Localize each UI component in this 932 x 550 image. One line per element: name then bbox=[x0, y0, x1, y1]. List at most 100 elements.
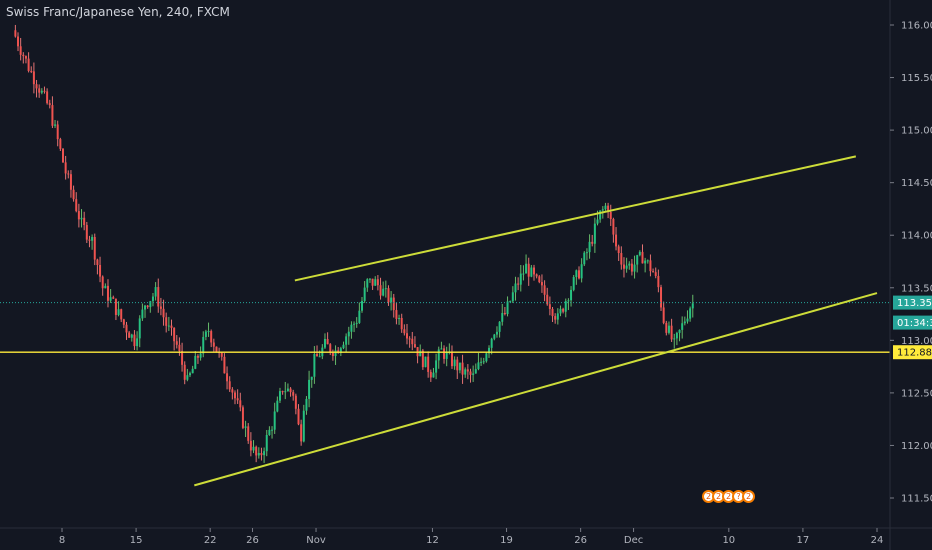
candle-down bbox=[443, 348, 446, 359]
trendlines[interactable] bbox=[194, 155, 878, 487]
candle-down bbox=[665, 322, 668, 333]
candle-down bbox=[212, 342, 215, 347]
candle-up bbox=[278, 391, 281, 401]
y-tick-label: 111.500 bbox=[901, 494, 932, 505]
y-tick-label: 115.500 bbox=[901, 73, 932, 84]
candle-up bbox=[572, 277, 575, 290]
candle-up bbox=[599, 210, 602, 220]
candle-up bbox=[453, 359, 456, 367]
candle-up bbox=[498, 321, 501, 332]
candle-up bbox=[437, 349, 440, 361]
candle-down bbox=[75, 199, 78, 212]
candle-up bbox=[345, 336, 348, 345]
candle-down bbox=[255, 446, 258, 456]
candle-down bbox=[316, 354, 319, 357]
candle-down bbox=[617, 246, 620, 254]
candle-down bbox=[292, 392, 295, 396]
price-tags: 113.359 01:34:39 112.887 bbox=[893, 295, 932, 360]
candle-down bbox=[411, 338, 414, 345]
candle-up bbox=[204, 331, 207, 337]
candle-up bbox=[323, 338, 326, 348]
candle-down bbox=[173, 327, 176, 342]
candle-up bbox=[506, 301, 509, 315]
event-marker-icon[interactable]: 2 bbox=[742, 490, 755, 503]
candle-up bbox=[556, 313, 559, 320]
lower-channel-trendline[interactable] bbox=[194, 292, 878, 487]
candle-down bbox=[27, 58, 30, 71]
candle-up bbox=[588, 241, 591, 253]
price-tag-bg bbox=[893, 295, 932, 310]
x-tick-label: 15 bbox=[130, 535, 143, 546]
candle-down bbox=[387, 288, 390, 303]
candle-down bbox=[300, 424, 303, 442]
candle-down bbox=[231, 389, 234, 393]
candle-up bbox=[109, 297, 112, 301]
candle-down bbox=[170, 325, 173, 328]
candle-up bbox=[361, 300, 364, 311]
candle-down bbox=[59, 139, 62, 149]
chart-title: Swiss Franc/Japanese Yen, 240, FXCM bbox=[6, 5, 230, 19]
price-tag-label: 112.887 bbox=[897, 348, 932, 359]
candle-up bbox=[271, 429, 274, 431]
candle-up bbox=[683, 321, 686, 324]
candle-up bbox=[342, 344, 345, 349]
candle-up bbox=[268, 429, 271, 435]
candle-down bbox=[615, 234, 618, 247]
candle-up bbox=[91, 236, 94, 241]
candle-up bbox=[435, 360, 438, 373]
candle-up bbox=[604, 205, 607, 210]
candle-up bbox=[490, 338, 493, 348]
candle-up bbox=[189, 373, 192, 376]
candle-down bbox=[548, 304, 551, 309]
candle-up bbox=[167, 325, 170, 327]
candle-up bbox=[644, 260, 647, 264]
candle-down bbox=[32, 71, 35, 85]
candle-up bbox=[522, 273, 525, 275]
candle-up bbox=[355, 322, 358, 324]
price-axis[interactable]: 116.000 115.500 115.000 114.500 114.000 113.5… bbox=[890, 21, 932, 505]
candle-up bbox=[480, 361, 483, 363]
candle-down bbox=[408, 338, 411, 340]
candle-up bbox=[339, 348, 342, 353]
candle-up bbox=[353, 323, 356, 325]
candle-down bbox=[538, 276, 541, 283]
candle-up bbox=[681, 323, 684, 330]
candle-down bbox=[405, 333, 408, 339]
candle-down bbox=[22, 54, 25, 57]
candle-up bbox=[633, 264, 636, 272]
candle-down bbox=[297, 408, 300, 425]
candle-down bbox=[46, 91, 49, 104]
candle-up bbox=[186, 375, 189, 380]
candle-down bbox=[19, 46, 22, 55]
candle-down bbox=[456, 359, 459, 371]
upper-channel-trendline[interactable] bbox=[294, 155, 857, 282]
candle-up bbox=[374, 279, 377, 286]
candle-up bbox=[519, 273, 522, 285]
economic-events-strip[interactable]: 2 2 2? 2 bbox=[702, 490, 755, 503]
candle-up bbox=[390, 297, 393, 303]
candle-up bbox=[350, 324, 353, 332]
y-tick-label: 113.500 bbox=[901, 283, 932, 294]
y-tick-label: 113.000 bbox=[901, 336, 932, 347]
candle-up bbox=[488, 347, 491, 354]
candle-down bbox=[577, 270, 580, 279]
x-tick-label: 17 bbox=[797, 535, 810, 546]
candle-up bbox=[678, 329, 681, 333]
candle-down bbox=[114, 298, 117, 315]
candle-down bbox=[379, 285, 382, 296]
candle-up bbox=[40, 90, 43, 93]
candle-down bbox=[120, 309, 123, 320]
candle-up bbox=[284, 391, 287, 393]
candle-up bbox=[138, 318, 141, 339]
candle-down bbox=[181, 351, 184, 365]
candle-down bbox=[517, 283, 520, 285]
candle-down bbox=[157, 287, 160, 307]
candle-down bbox=[469, 371, 472, 375]
candle-down bbox=[112, 297, 115, 299]
candle-up bbox=[358, 310, 361, 323]
time-axis[interactable]: 8 15 22 26 Nov 12 19 26 Dec 10 17 24 bbox=[59, 528, 884, 546]
candle-up bbox=[252, 446, 255, 451]
candle-down bbox=[607, 205, 610, 213]
candle-down bbox=[17, 36, 20, 47]
